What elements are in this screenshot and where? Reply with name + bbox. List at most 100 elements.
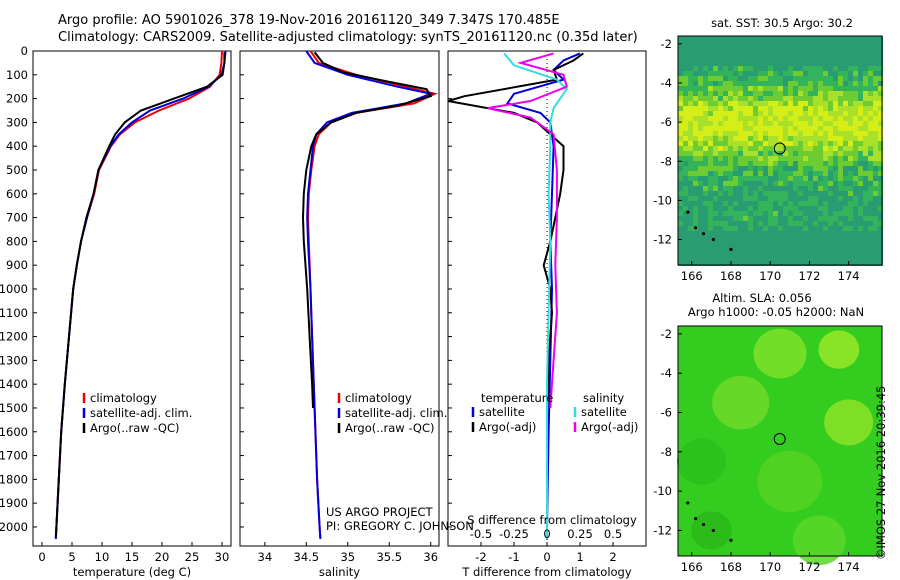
sst-cell (773, 201, 778, 206)
sla-blob (712, 375, 770, 430)
sst-cell (683, 206, 688, 211)
sst-cell (698, 161, 703, 166)
sst-cell (718, 166, 723, 171)
sst-cell (848, 251, 853, 256)
sst-cell (808, 166, 813, 171)
sst-cell (748, 51, 753, 56)
sst-cell (858, 121, 863, 126)
sst-cell (803, 66, 808, 71)
sst-cell (803, 166, 808, 171)
sst-cell (723, 221, 728, 226)
sst-cell (708, 261, 713, 266)
sst-cell (813, 196, 818, 201)
sst-cell (848, 221, 853, 226)
sst-cell (683, 101, 688, 106)
temperature-xtick-label: 15 (125, 550, 140, 564)
sst-cell (803, 236, 808, 241)
sst-cell (743, 226, 748, 231)
sst-cell (808, 106, 813, 111)
sst-cell (873, 41, 878, 46)
sst-cell (793, 36, 798, 41)
sst-cell (713, 106, 718, 111)
sst-cell (693, 76, 698, 81)
sst-cell (873, 51, 878, 56)
sst-cell (708, 211, 713, 216)
sst-cell (788, 161, 793, 166)
sst-cell (868, 46, 873, 51)
depth-ytick-label: 500 (6, 163, 28, 177)
sst-cell (833, 261, 838, 266)
sst-cell (788, 196, 793, 201)
sst-cell (708, 116, 713, 121)
sst-cell (763, 231, 768, 236)
sst-cell (738, 151, 743, 156)
sst-cell (743, 151, 748, 156)
sst-cell (678, 221, 683, 226)
sla-map-subtitle: Argo h1000: -0.05 h2000: NaN (688, 305, 864, 319)
sst-cell (758, 226, 763, 231)
sst-cell (813, 76, 818, 81)
sst-cell (853, 161, 858, 166)
sst-cell (688, 116, 693, 121)
sla-map-xtick-label: 174 (838, 560, 860, 574)
sst-cell (833, 151, 838, 156)
sst-cell (778, 36, 783, 41)
sst-cell (838, 191, 843, 196)
sst-cell (743, 131, 748, 136)
island-dot (686, 501, 690, 505)
sst-cell (703, 151, 708, 156)
sst-cell (788, 141, 793, 146)
sst-cell (758, 256, 763, 261)
sst-cell (823, 86, 828, 91)
sst-cell (753, 151, 758, 156)
sst-cell (678, 151, 683, 156)
sst-cell (768, 246, 773, 251)
sst-cell (793, 151, 798, 156)
sst-cell (733, 86, 738, 91)
sst-cell (688, 161, 693, 166)
sst-cell (768, 241, 773, 246)
sst-cell (738, 101, 743, 106)
sst-cell (868, 186, 873, 191)
sst-cell (743, 156, 748, 161)
sst-cell (838, 226, 843, 231)
sst-cell (738, 136, 743, 141)
sst-cell (813, 161, 818, 166)
sst-cell (773, 81, 778, 86)
sst-cell (698, 71, 703, 76)
sst-cell (703, 211, 708, 216)
sst-cell (683, 141, 688, 146)
sst-cell (713, 141, 718, 146)
sst-cell (853, 221, 858, 226)
sst-cell (793, 211, 798, 216)
sst-cell (768, 191, 773, 196)
sst-cell (723, 161, 728, 166)
sst-cell (683, 231, 688, 236)
sst-cell (693, 106, 698, 111)
sst-cell (688, 126, 693, 131)
sst-cell (733, 96, 738, 101)
sst-cell (873, 256, 878, 261)
sst-cell (868, 256, 873, 261)
sst-cell (758, 141, 763, 146)
sst-cell (853, 156, 858, 161)
sst-cell (768, 86, 773, 91)
sst-cell (678, 136, 683, 141)
sst-cell (708, 76, 713, 81)
sst-cell (863, 81, 868, 86)
sst-cell (748, 61, 753, 66)
sst-cell (863, 146, 868, 151)
sst-cell (768, 116, 773, 121)
sst-cell (688, 236, 693, 241)
sst-cell (868, 221, 873, 226)
sst-cell (878, 251, 883, 256)
sst-cell (868, 116, 873, 121)
sst-cell (843, 161, 848, 166)
sst-cell (778, 136, 783, 141)
sst-cell (713, 151, 718, 156)
temperature-xtick-label: 10 (95, 550, 110, 564)
sst-cell (868, 121, 873, 126)
sst-cell (803, 136, 808, 141)
sst-cell (713, 171, 718, 176)
sst-cell (778, 61, 783, 66)
